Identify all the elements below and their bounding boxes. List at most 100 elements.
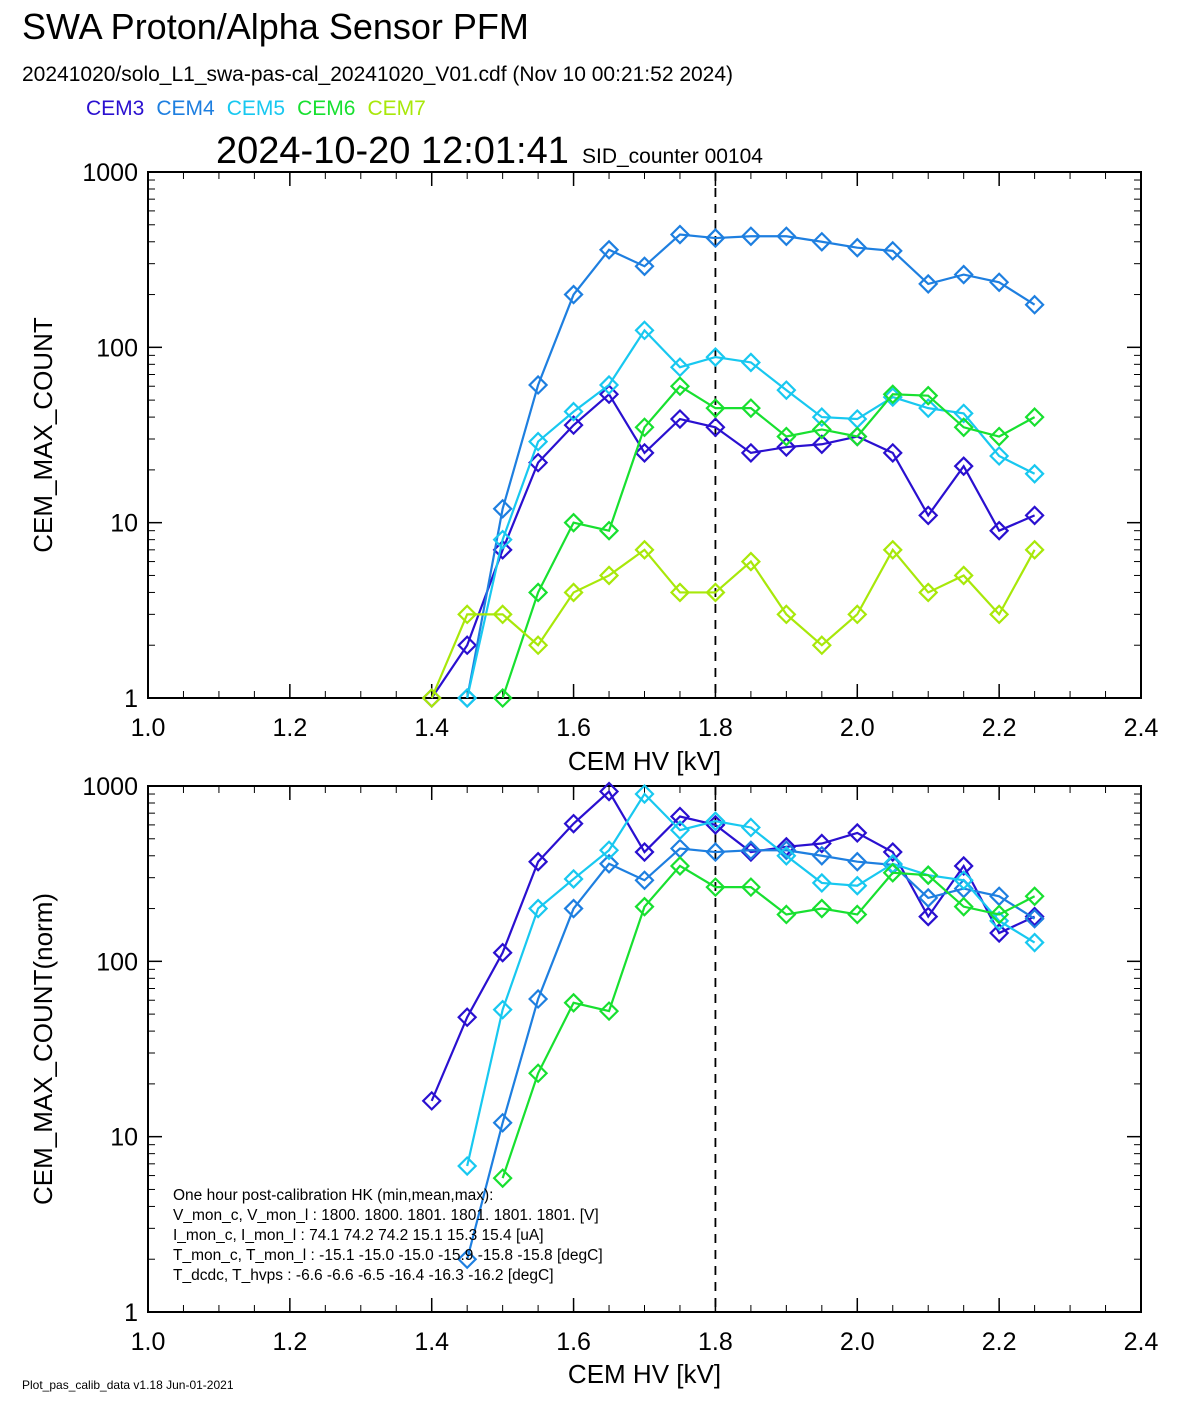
data-point-cem3 xyxy=(563,813,584,834)
data-point-cem5 xyxy=(989,445,1010,467)
data-point-cem5 xyxy=(847,875,868,896)
legend-item-cem6: CEM6 xyxy=(297,97,356,120)
data-point-cem6 xyxy=(918,865,939,886)
data-point-cem6 xyxy=(847,904,868,925)
data-point-cem4 xyxy=(563,284,584,305)
y-tick-label: 1 xyxy=(124,685,138,713)
data-point-cem6 xyxy=(634,896,655,917)
data-point-cem4 xyxy=(528,988,549,1010)
data-point-cem4 xyxy=(598,239,620,260)
x-tick-label: 1.8 xyxy=(698,714,733,742)
data-point-cem4 xyxy=(1024,294,1045,315)
data-point-cem7 xyxy=(669,582,691,603)
hk-line: I_mon_c, I_mon_l : 74.1 74.2 74.2 15.1 1… xyxy=(173,1227,544,1244)
data-point-cem5 xyxy=(776,380,797,401)
file-subtitle: 20241020/solo_L1_swa-pas-cal_20241020_V0… xyxy=(22,63,734,86)
data-point-cem6 xyxy=(598,520,620,541)
legend-item-cem5: CEM5 xyxy=(226,97,286,120)
x-tick-label: 1.8 xyxy=(698,1328,733,1356)
series-line-cem4 xyxy=(466,233,1036,699)
data-point-cem6 xyxy=(528,1063,549,1084)
data-point-cem7 xyxy=(847,604,868,625)
data-point-cem4 xyxy=(953,264,974,285)
data-point-cem5 xyxy=(1024,463,1045,484)
data-point-cem5 xyxy=(492,999,513,1020)
x-tick-label: 1.2 xyxy=(272,1328,307,1356)
x-tick-label: 1.4 xyxy=(414,1328,449,1356)
data-point-cem7 xyxy=(421,687,442,709)
data-point-cem3 xyxy=(882,442,903,463)
series-line-cem3 xyxy=(430,789,1036,1102)
x-tick-label: 2.0 xyxy=(840,714,875,742)
data-point-cem3 xyxy=(634,842,655,863)
data-point-cem7 xyxy=(457,604,478,625)
data-point-cem3 xyxy=(421,1090,442,1111)
chart-1: 1.0 1.2 1.4 1.6 1.8 2.0 2.2 2.4 1 10 100 1000 CEM HV… xyxy=(28,159,1158,776)
data-point-cem5 xyxy=(669,820,691,841)
data-point-cem5 xyxy=(634,320,655,341)
data-point-cem3 xyxy=(598,781,620,802)
data-point-cem4 xyxy=(563,898,584,919)
data-point-cem7 xyxy=(705,582,726,603)
x-tick-label: 2.2 xyxy=(982,714,1017,742)
legend-item-cem4: CEM4 xyxy=(156,97,215,120)
data-point-cem4 xyxy=(528,374,549,396)
data-point-cem5 xyxy=(776,845,797,866)
data-point-cem3 xyxy=(811,833,832,854)
data-point-cem3 xyxy=(457,635,478,656)
data-point-cem6 xyxy=(492,1168,513,1189)
y-axis-label: CEM_MAX_COUNT(norm) xyxy=(28,893,58,1205)
data-point-cem4 xyxy=(492,1112,513,1133)
x-tick-label: 2.0 xyxy=(840,1328,875,1356)
data-point-cem6 xyxy=(669,855,691,876)
series-line-cem5 xyxy=(466,328,1036,699)
data-point-cem4 xyxy=(1024,908,1045,929)
data-point-cem3 xyxy=(989,520,1010,541)
x-axis-label: CEM HV [kV] xyxy=(568,746,721,776)
series-line-cem7 xyxy=(430,547,1036,699)
data-point-cem5 xyxy=(528,431,549,452)
legend-item-cem3: CEM3 xyxy=(86,97,145,120)
data-point-cem3 xyxy=(882,842,903,863)
data-point-cem5 xyxy=(669,357,691,378)
x-tick-label: 2.4 xyxy=(1124,1328,1159,1356)
data-point-cem4 xyxy=(811,845,832,866)
data-point-cem4 xyxy=(492,498,513,519)
data-point-cem4 xyxy=(847,237,868,258)
data-point-cem4 xyxy=(457,1249,478,1270)
data-point-cem3 xyxy=(953,456,974,477)
hk-line: One hour post-calibration HK (min,mean,m… xyxy=(173,1187,493,1204)
data-point-cem5 xyxy=(953,870,974,891)
data-point-cem3 xyxy=(563,415,584,436)
data-point-cem5 xyxy=(457,1155,478,1177)
y-tick-label: 10 xyxy=(110,510,138,538)
data-point-cem3 xyxy=(669,408,691,430)
data-point-cem3 xyxy=(953,855,974,876)
data-point-cem5 xyxy=(457,687,478,709)
data-point-cem3 xyxy=(811,434,832,455)
data-point-cem6 xyxy=(811,898,832,919)
series-line-cem5 xyxy=(466,792,1036,1167)
data-point-cem7 xyxy=(918,582,939,603)
y-tick-label: 1000 xyxy=(82,773,138,801)
data-point-cem3 xyxy=(669,806,691,827)
series-group xyxy=(421,224,1045,709)
data-point-cem6 xyxy=(776,426,797,447)
data-point-cem3 xyxy=(776,436,797,458)
data-point-cem6 xyxy=(705,398,726,419)
data-point-cem3 xyxy=(918,906,939,927)
data-point-cem3 xyxy=(918,505,939,526)
data-point-cem4 xyxy=(705,842,726,863)
hk-line: T_dcdc, T_hvps : -6.6 -6.6 -6.5 -16.4 -1… xyxy=(173,1267,554,1284)
data-point-cem5 xyxy=(953,403,974,424)
data-point-cem7 xyxy=(953,565,974,586)
data-point-cem7 xyxy=(811,635,832,656)
footer-version: Plot_pas_calib_data v1.18 Jun-01-2021 xyxy=(22,1378,234,1392)
series-line-cem6 xyxy=(501,864,1036,1179)
y-tick-label: 10 xyxy=(110,1124,138,1152)
data-point-cem7 xyxy=(740,551,761,572)
data-point-cem7 xyxy=(528,635,549,656)
data-point-cem4 xyxy=(705,228,726,249)
data-point-cem3 xyxy=(528,851,549,872)
data-point-cem4 xyxy=(989,272,1010,293)
